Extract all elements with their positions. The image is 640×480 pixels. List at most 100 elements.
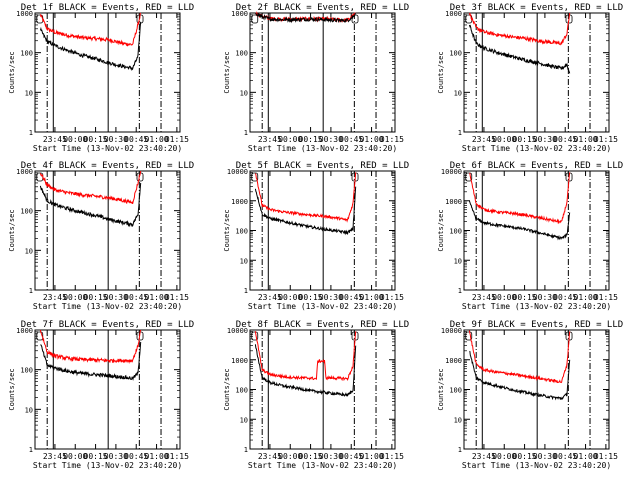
x-tick-label: 00:15 xyxy=(513,135,537,144)
y-axis-label: Counts/sec xyxy=(223,368,231,410)
x-tick-label: 00:30 xyxy=(104,293,128,302)
x-tick-label: 01:00 xyxy=(574,452,598,461)
y-tick-label: 10 xyxy=(454,416,462,424)
x-tick-label: 01:15 xyxy=(380,452,404,461)
y-axis-label: Counts/sec xyxy=(8,368,16,410)
x-tick-label: 23:45 xyxy=(258,135,282,144)
x-tick-label: 23:45 xyxy=(43,452,67,461)
y-tick-label: 1 xyxy=(29,446,33,454)
x-tick-label: 00:45 xyxy=(124,135,148,144)
x-tick-label: 23:45 xyxy=(43,293,67,302)
x-tick-label: 01:00 xyxy=(574,293,598,302)
lld-rate-line xyxy=(39,170,142,205)
y-axis-label: Counts/sec xyxy=(437,209,445,251)
x-tick-label: 00:45 xyxy=(553,293,577,302)
marker-glyph xyxy=(251,14,259,24)
events-rate-line xyxy=(468,200,571,241)
marker-glyph xyxy=(251,172,259,182)
panel-title: Det 7f BLACK = Events, RED = LLD xyxy=(21,320,194,330)
x-tick-label: 01:00 xyxy=(360,293,384,302)
x-tick-label: 23:45 xyxy=(258,293,282,302)
x-axis-label: Start Time (13-Nov-02 23:40:20) xyxy=(462,461,611,470)
lld-rate-line xyxy=(39,329,142,364)
x-tick-label: 01:00 xyxy=(360,452,384,461)
y-tick-label: 100 xyxy=(449,228,462,236)
x-tick-label: 23:45 xyxy=(472,452,496,461)
x-axis-label: Start Time (13-Nov-02 23:40:20) xyxy=(248,302,397,311)
y-tick-label: 1000 xyxy=(445,357,462,365)
x-tick-label: 00:30 xyxy=(104,452,128,461)
x-tick-label: 01:15 xyxy=(380,135,404,144)
x-tick-label: 01:15 xyxy=(380,293,404,302)
y-tick-label: 100 xyxy=(20,367,33,375)
lld-rate-line xyxy=(254,331,357,382)
panel-title: Det 5f BLACK = Events, RED = LLD xyxy=(236,161,409,171)
x-tick-label: 01:00 xyxy=(360,135,384,144)
y-tick-label: 100 xyxy=(20,208,33,216)
y-tick-label: 10 xyxy=(454,89,462,97)
x-tick-label: 00:30 xyxy=(533,135,557,144)
x-tick-label: 01:00 xyxy=(574,135,598,144)
marker-glyph xyxy=(465,331,473,341)
plot-frame xyxy=(463,12,610,133)
x-axis-label: Start Time (13-Nov-02 23:40:20) xyxy=(33,144,182,153)
x-axis-label: Start Time (13-Nov-02 23:40:20) xyxy=(248,461,397,470)
detector-panel: Det 3f BLACK = Events, RED = LLD Start Ti… xyxy=(437,3,623,153)
x-axis-label: Start Time (13-Nov-02 23:40:20) xyxy=(462,144,611,153)
panel-title: Det 9f BLACK = Events, RED = LLD xyxy=(450,320,623,330)
y-tick-label: 10000 xyxy=(227,327,248,335)
x-tick-label: 01:15 xyxy=(594,135,618,144)
lld-rate-line xyxy=(39,12,142,47)
x-tick-label: 00:00 xyxy=(492,293,516,302)
x-tick-label: 23:45 xyxy=(472,293,496,302)
y-tick-label: 1000 xyxy=(16,10,33,18)
y-tick-label: 10 xyxy=(25,406,33,414)
y-tick-label: 100 xyxy=(235,228,248,236)
x-tick-label: 00:45 xyxy=(339,293,363,302)
y-tick-label: 1 xyxy=(29,287,33,295)
x-tick-label: 00:45 xyxy=(339,135,363,144)
y-axis-label: Counts/sec xyxy=(8,51,16,93)
y-tick-label: 10 xyxy=(25,89,33,97)
y-tick-label: 1 xyxy=(244,287,248,295)
panel-title: Det 3f BLACK = Events, RED = LLD xyxy=(450,3,623,13)
y-tick-label: 10 xyxy=(25,247,33,255)
marker-glyph xyxy=(465,172,473,182)
x-axis-label: Start Time (13-Nov-02 23:40:20) xyxy=(33,302,182,311)
detector-panel: Det 4f BLACK = Events, RED = LLD Start Ti… xyxy=(8,161,194,311)
plot-frame xyxy=(34,170,181,291)
panel-title: Det 4f BLACK = Events, RED = LLD xyxy=(21,161,194,171)
marker-glyph xyxy=(251,331,259,341)
panel-title: Det 6f BLACK = Events, RED = LLD xyxy=(450,161,623,171)
y-tick-label: 100 xyxy=(449,50,462,58)
y-axis-label: Counts/sec xyxy=(8,209,16,251)
x-tick-label: 01:15 xyxy=(165,293,189,302)
y-tick-label: 1 xyxy=(458,129,462,137)
x-tick-label: 00:45 xyxy=(124,293,148,302)
x-tick-label: 00:15 xyxy=(299,135,323,144)
x-tick-label: 00:15 xyxy=(84,452,108,461)
y-axis-label: Counts/sec xyxy=(437,368,445,410)
events-rate-line xyxy=(254,344,357,397)
detector-panel: Det 9f BLACK = Events, RED = LLD Start Ti… xyxy=(437,320,623,470)
x-axis-label: Start Time (13-Nov-02 23:40:20) xyxy=(33,461,182,470)
lld-rate-line xyxy=(254,172,357,223)
panel-title: Det 1f BLACK = Events, RED = LLD xyxy=(21,3,194,13)
x-tick-label: 00:00 xyxy=(492,135,516,144)
y-tick-label: 1 xyxy=(29,129,33,137)
x-tick-label: 00:15 xyxy=(84,135,108,144)
y-tick-label: 1 xyxy=(458,446,462,454)
y-tick-label: 1 xyxy=(244,446,248,454)
x-tick-label: 01:15 xyxy=(594,452,618,461)
events-rate-line xyxy=(469,350,571,401)
x-tick-label: 01:00 xyxy=(145,135,169,144)
y-tick-label: 1000 xyxy=(231,10,248,18)
plot-frame xyxy=(249,329,396,450)
x-tick-label: 01:00 xyxy=(145,293,169,302)
y-tick-label: 100 xyxy=(20,50,33,58)
y-tick-label: 1000 xyxy=(231,198,248,206)
x-tick-label: 00:00 xyxy=(63,135,87,144)
y-tick-label: 10000 xyxy=(441,327,462,335)
x-tick-label: 00:15 xyxy=(299,452,323,461)
